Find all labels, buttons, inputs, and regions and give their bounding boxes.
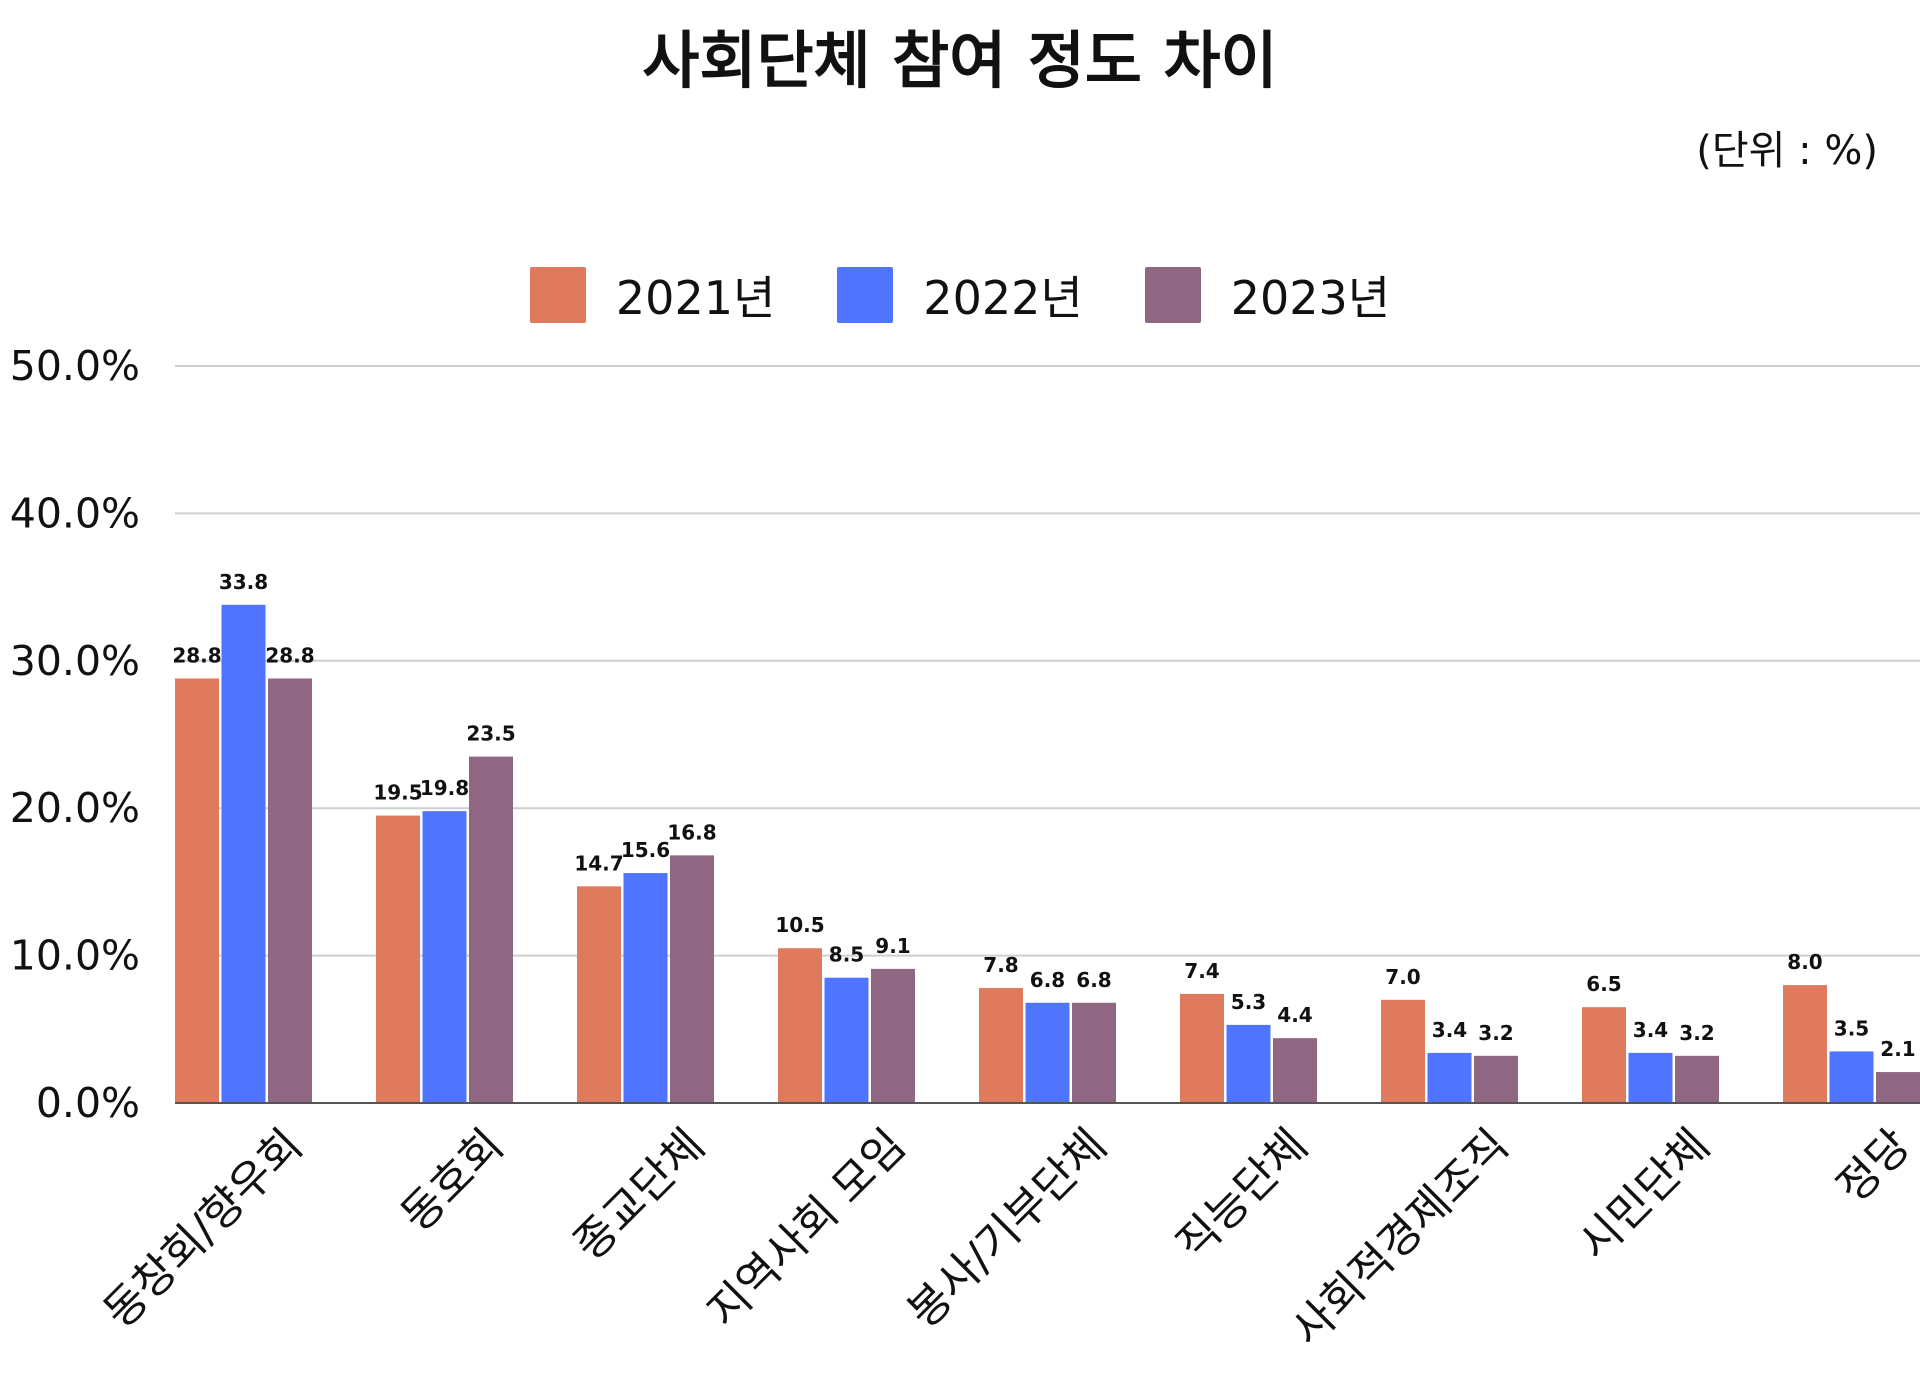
bar xyxy=(1427,1052,1472,1103)
legend-item: 2023년 xyxy=(1144,262,1391,328)
bar xyxy=(1474,1055,1518,1103)
bar xyxy=(1829,1051,1874,1103)
legend-item: 2022년 xyxy=(837,262,1083,328)
bar xyxy=(1876,1072,1920,1103)
legend: 2021년 2022년 2023년 xyxy=(0,262,1920,328)
category-label: 시민단체 xyxy=(1569,1120,1720,1271)
bar xyxy=(670,855,714,1103)
bar xyxy=(1273,1038,1317,1103)
bar xyxy=(577,886,621,1103)
data-label: 19.8 xyxy=(420,776,469,800)
data-label: 33.8 xyxy=(219,570,268,594)
data-label: 7.4 xyxy=(1184,959,1219,983)
bar xyxy=(1226,1024,1271,1103)
bar xyxy=(422,811,467,1103)
data-label: 15.6 xyxy=(621,838,670,862)
y-tick-label: 20.0% xyxy=(10,784,140,832)
bar xyxy=(623,873,668,1103)
data-label: 14.7 xyxy=(574,851,623,875)
data-label: 3.4 xyxy=(1432,1018,1467,1042)
bar xyxy=(1675,1055,1719,1103)
data-label: 16.8 xyxy=(667,820,716,844)
bar xyxy=(778,948,822,1103)
data-label: 6.8 xyxy=(1076,968,1111,992)
category-label: 동창회/향우회 xyxy=(94,1120,312,1338)
data-label: 8.0 xyxy=(1787,950,1822,974)
y-tick-label: 30.0% xyxy=(10,637,140,685)
category-label: 종교단체 xyxy=(564,1120,715,1271)
bar xyxy=(1072,1002,1116,1103)
legend-swatch xyxy=(1144,267,1201,323)
category-label: 사회적경제조직 xyxy=(1282,1120,1518,1356)
y-tick-label: 0.0% xyxy=(36,1079,140,1127)
bar xyxy=(376,815,420,1103)
bar xyxy=(1381,999,1425,1103)
bar xyxy=(1783,985,1827,1103)
y-tick-label: 10.0% xyxy=(10,932,140,980)
data-label: 7.0 xyxy=(1385,965,1420,989)
data-label: 3.5 xyxy=(1834,1016,1869,1040)
data-label: 28.8 xyxy=(265,643,314,667)
legend-label: 2023년 xyxy=(1230,271,1391,325)
data-label: 28.8 xyxy=(172,643,221,667)
data-label: 3.2 xyxy=(1478,1021,1513,1045)
data-label: 5.3 xyxy=(1231,990,1266,1014)
bar xyxy=(268,678,312,1103)
bar xyxy=(1582,1007,1626,1103)
legend-label: 2022년 xyxy=(923,271,1083,325)
category-label: 봉사/기부단체 xyxy=(898,1120,1116,1338)
bar xyxy=(469,756,513,1103)
category-label: 직능단체 xyxy=(1167,1120,1318,1271)
bar xyxy=(1180,993,1224,1103)
y-tick-label: 40.0% xyxy=(10,489,140,537)
data-label: 3.4 xyxy=(1633,1018,1668,1042)
data-label: 6.5 xyxy=(1586,972,1621,996)
bar xyxy=(221,604,266,1103)
category-label: 동호회 xyxy=(392,1120,514,1242)
data-label: 2.1 xyxy=(1880,1037,1915,1061)
bar xyxy=(979,988,1023,1103)
unit-label: (단위 : %) xyxy=(1696,128,1878,174)
data-label: 23.5 xyxy=(466,722,515,746)
y-tick-label: 50.0% xyxy=(10,342,140,390)
category-label: 지역사회 모임 xyxy=(698,1120,916,1338)
data-label: 6.8 xyxy=(1030,968,1065,992)
bar xyxy=(175,678,219,1103)
bar xyxy=(824,977,869,1103)
data-label: 3.2 xyxy=(1679,1021,1714,1045)
data-label: 7.8 xyxy=(983,953,1018,977)
chart-title: 사회단체 참여 정도 차이 xyxy=(642,24,1278,97)
data-label: 4.4 xyxy=(1277,1003,1312,1027)
bar xyxy=(1025,1002,1070,1103)
data-label: 10.5 xyxy=(775,913,824,937)
data-label: 9.1 xyxy=(875,934,910,958)
data-label: 19.5 xyxy=(373,781,422,805)
bar xyxy=(871,968,915,1103)
legend-item: 2021년 xyxy=(529,262,776,328)
legend-swatch xyxy=(529,267,586,323)
legend-label: 2021년 xyxy=(615,271,776,325)
legend-swatch xyxy=(837,267,894,323)
data-label: 8.5 xyxy=(829,943,864,967)
bar xyxy=(1628,1052,1673,1103)
category-label: 정당 xyxy=(1827,1120,1920,1213)
